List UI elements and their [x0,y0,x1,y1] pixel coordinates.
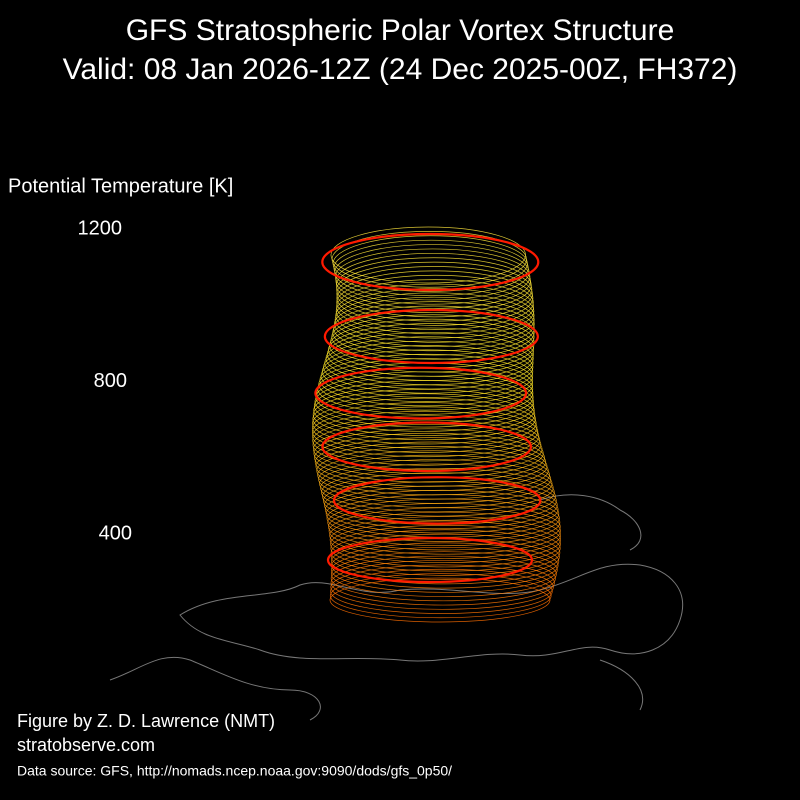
vortex-contour [330,555,556,602]
website: stratobserve.com [17,735,155,755]
vortex-contour [330,520,561,568]
vortex-contour [330,551,557,597]
coastlines [109,494,684,721]
vortex-contour [329,573,552,619]
vortex-contour [312,419,542,470]
credit: Figure by Z. D. Lawrence (NMT) [17,711,275,731]
chart-subtitle: Valid: 08 Jan 2026-12Z (24 Dec 2025-00Z,… [63,53,738,86]
vortex-ring [332,476,542,525]
vortex-contour [321,467,555,517]
vortex-contour [314,432,545,483]
vortex-contour [322,472,556,521]
vortex-contour [324,336,534,390]
vortex-contour [332,305,535,360]
vortex-contour [312,397,537,449]
vortex-contour [313,424,543,475]
vortex-contour [319,459,553,508]
vortex-contour [330,226,526,284]
chart-title: GFS Stratospheric Polar Vortex Structure [126,14,675,47]
vortex-contour [335,288,535,343]
coastline [599,659,644,711]
vortex-contour [317,450,550,500]
vortex-contour [328,323,535,377]
vortex-contour [315,441,548,491]
vortex-contour [335,257,532,314]
vortex-contour [329,511,561,559]
vortex-contour [318,358,534,411]
vortex-contour [318,454,552,504]
vortex-contour [324,485,559,534]
coastline [539,494,642,551]
vortex-contour [312,406,539,458]
vortex-contour [335,283,535,339]
vortex-contour [325,331,534,386]
coastline [179,563,684,662]
vortex-contour [330,568,553,614]
vortex-ring [314,366,528,420]
vortex-contour [336,279,535,335]
vortex-contour [320,349,534,403]
vortex-contour [330,560,555,606]
vortex-contour [331,546,558,593]
vortex-contour [336,261,533,318]
vortex-contour [323,481,558,530]
vortex-contour [316,446,549,496]
vortex-contour [314,437,547,487]
vortex-contour [312,415,541,466]
vortex-contour [336,270,534,326]
vortex-contour [312,402,538,453]
z-tick-label: 800 [94,370,127,392]
z-axis-label: Potential Temperature [K] [8,175,233,197]
z-tick-label: 400 [99,522,132,544]
vortex-ring [321,232,540,292]
vortex-contour [329,577,551,623]
vortex-contour [320,463,554,513]
vortex-contour [323,340,534,394]
vortex-contour [329,516,561,564]
vortex-contour [312,388,536,441]
data-source: Data source: GFS, http://nomads.ncep.noa… [17,763,452,779]
vortex-contour [335,252,532,309]
vortex-contour [330,529,561,576]
vortex [312,226,561,623]
vortex-ring [326,536,534,584]
vortex-contour [326,327,534,381]
z-tick-label: 1200 [78,217,123,239]
vortex-contour [334,292,535,347]
vortex-contour [319,353,534,407]
vortex-contour [312,410,540,462]
coastline [109,656,321,721]
vortex-contour [330,524,561,572]
vortex-contour [336,274,534,330]
vortex-contour [334,296,535,352]
vortex-ring [321,421,533,473]
vortex-contour [330,533,560,580]
vortex-ring [323,308,539,365]
vortex-contour [336,266,533,322]
vortex-contour [312,393,536,445]
vortex-contour [330,564,554,610]
vortex-contour [321,345,534,398]
